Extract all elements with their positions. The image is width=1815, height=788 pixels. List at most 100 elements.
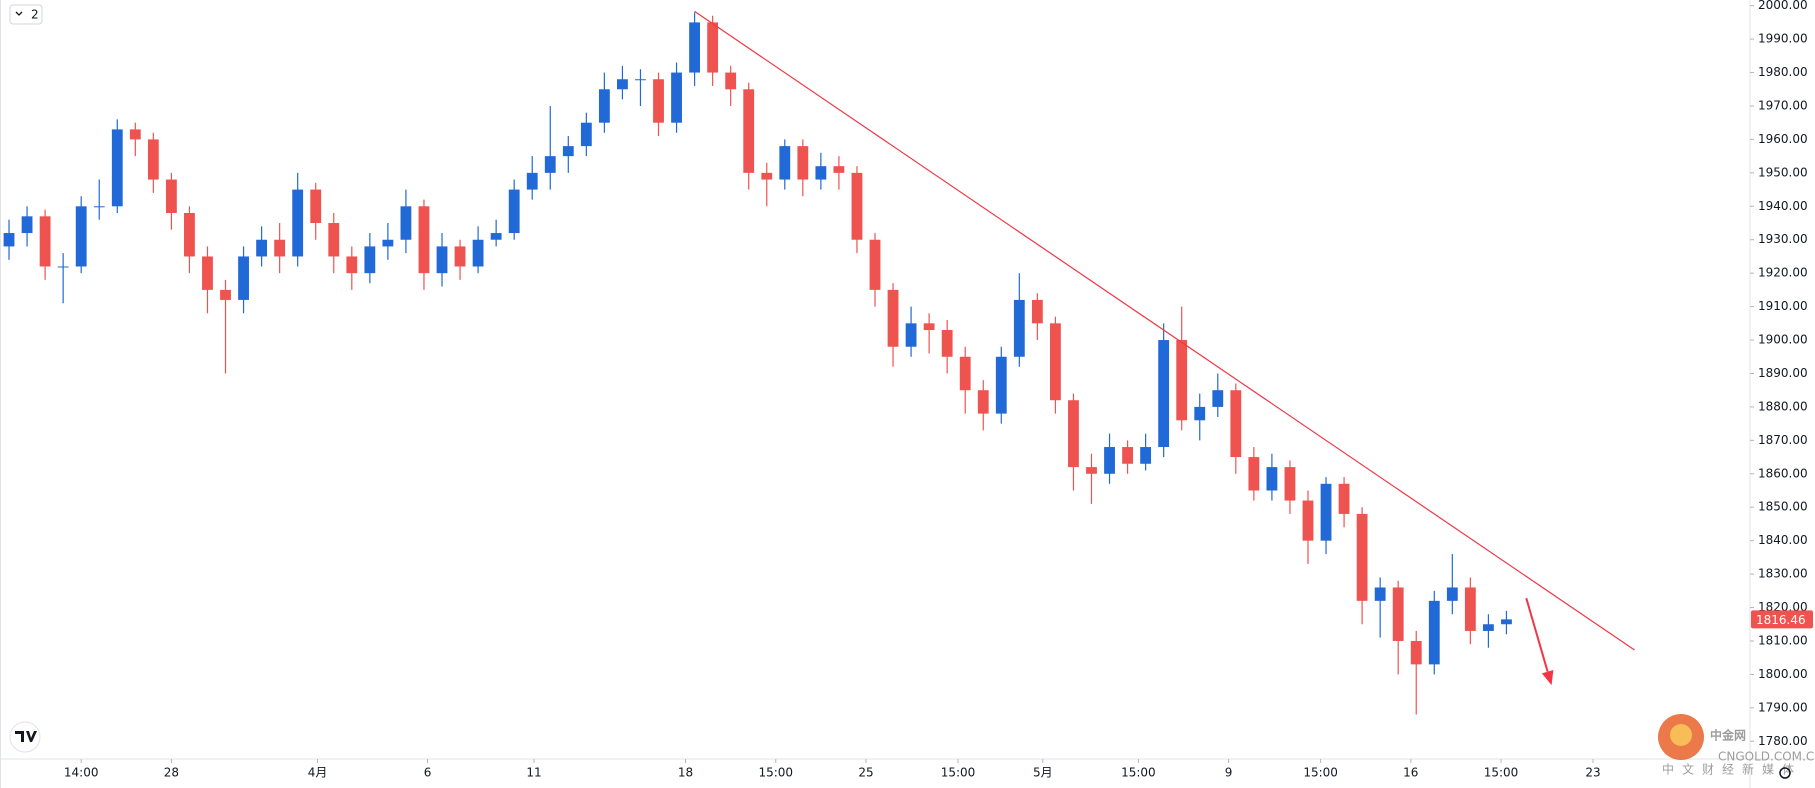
y-tick-label: 1800.00 (1758, 667, 1808, 681)
candle (1356, 507, 1368, 625)
y-tick-label: 1830.00 (1758, 567, 1808, 581)
candle (1446, 554, 1458, 615)
candle-body (580, 122, 592, 147)
candle (220, 279, 231, 374)
watermark-domain: CNGOLD.COM.CN (1718, 750, 1815, 764)
candle (436, 233, 448, 287)
candle-body (1320, 483, 1332, 541)
x-tick-label: 9 (1225, 766, 1233, 780)
candle (1501, 610, 1512, 635)
candle-body (941, 330, 953, 357)
candle-body (328, 223, 340, 257)
candle-body (184, 212, 195, 257)
logo-inner (1670, 724, 1692, 746)
candle (598, 72, 610, 133)
candle (39, 209, 51, 280)
candle-body (1482, 624, 1494, 631)
candle (743, 82, 755, 190)
price-label: 1816.46 (1756, 613, 1806, 627)
logo-circle[interactable] (9, 721, 41, 753)
x-tick-label: 15:00 (758, 766, 793, 780)
candle (472, 226, 484, 274)
button-frame[interactable] (9, 4, 43, 25)
candle (454, 239, 466, 280)
watermark-name: 中金网 (1710, 728, 1746, 743)
candle-body (1428, 600, 1440, 665)
candle-body (995, 356, 1007, 414)
y-tick-label: 1790.00 (1758, 700, 1808, 714)
y-tick-label: 1900.00 (1758, 333, 1808, 347)
y-tick-label: 1910.00 (1758, 299, 1808, 313)
candle-body (1086, 467, 1097, 474)
button-label[interactable]: 2 (31, 8, 39, 22)
candle (1104, 433, 1115, 484)
candle-body (1302, 500, 1314, 541)
candle (1284, 460, 1296, 514)
candle-body (598, 89, 610, 123)
candle-body (833, 166, 845, 173)
candle (1176, 306, 1188, 431)
candle-body (147, 139, 159, 180)
candle (508, 179, 520, 240)
candle-body (1410, 640, 1422, 665)
candle-body (21, 216, 33, 234)
candle (1158, 323, 1170, 458)
candle-body (1212, 390, 1224, 407)
candle (1374, 577, 1386, 638)
y-tick-label: 1980.00 (1758, 65, 1808, 79)
interval-button[interactable]: 2 (9, 4, 43, 25)
candle-body (1176, 340, 1188, 421)
gear[interactable] (1779, 767, 1791, 779)
candle (1031, 293, 1043, 341)
arrow-shaft (1525, 597, 1549, 672)
candle-body (1374, 587, 1386, 601)
candle (725, 65, 737, 106)
x-tick-label: 15:00 (1121, 766, 1156, 780)
candle (995, 346, 1007, 424)
candle-body (1104, 447, 1115, 474)
candle-body (725, 72, 737, 90)
candle (1266, 453, 1278, 501)
y-tick-label: 1990.00 (1758, 32, 1808, 46)
y-tick-label: 1950.00 (1758, 165, 1808, 179)
y-tick-label: 1880.00 (1758, 399, 1808, 413)
candle-body (292, 189, 304, 257)
candle-body (454, 246, 466, 267)
x-tick-label: 5月 (1033, 766, 1053, 780)
logo-mark[interactable] (15, 731, 37, 742)
candle-body (797, 146, 809, 180)
x-tick-label: 15:00 (941, 766, 976, 780)
candle (779, 139, 791, 190)
candle-body (1230, 390, 1242, 458)
candle-body (1140, 447, 1152, 464)
candle-body (1446, 587, 1458, 601)
settings-icon[interactable] (1779, 767, 1791, 779)
candle-body (1266, 467, 1278, 491)
candle (1248, 447, 1260, 501)
x-tick-label: 6 (424, 766, 432, 780)
candle-body (3, 233, 15, 247)
candle (165, 172, 177, 230)
candle-body (977, 390, 989, 414)
candle (797, 139, 809, 197)
candle-body (743, 89, 755, 173)
y-tick-label: 1850.00 (1758, 500, 1808, 514)
candle (490, 219, 502, 247)
candle (364, 233, 376, 284)
candle-body (472, 239, 484, 267)
candle (1050, 316, 1061, 414)
candle (238, 246, 249, 314)
x-tick-label: 23 (1585, 766, 1600, 780)
tv-logo[interactable] (9, 721, 41, 753)
y-tick-label: 1960.00 (1758, 132, 1808, 146)
candle (959, 346, 971, 414)
candle-body (869, 239, 881, 290)
candle-body (761, 172, 773, 180)
chevron-icon[interactable] (15, 11, 23, 16)
candle-body (1464, 587, 1476, 631)
candle (977, 380, 989, 431)
x-tick-label: 25 (858, 766, 873, 780)
candle (671, 62, 682, 133)
candle-body (39, 216, 51, 267)
candle (1230, 383, 1242, 474)
